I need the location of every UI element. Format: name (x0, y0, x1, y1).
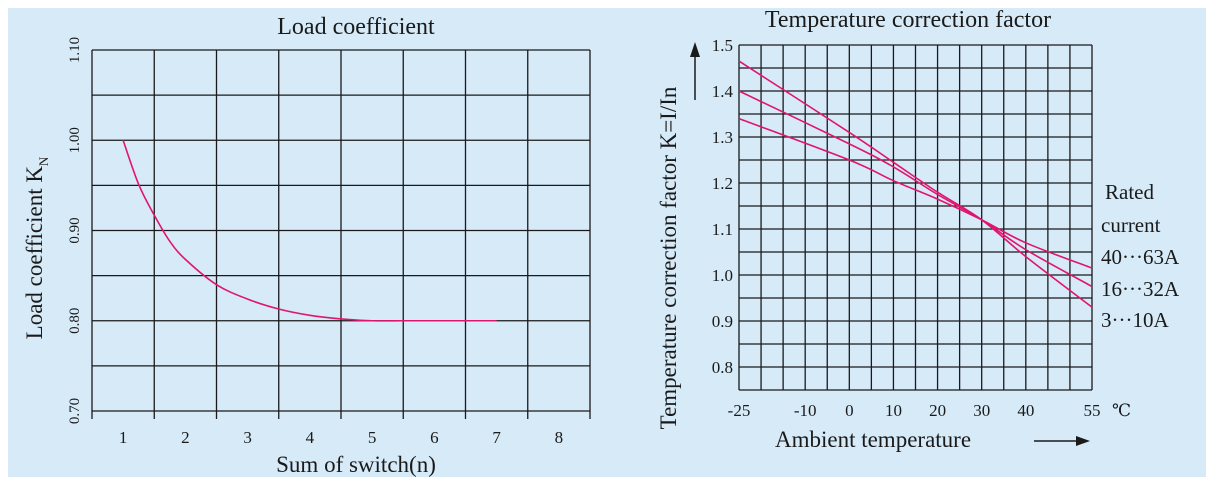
right-x-tick-label: 30 (973, 401, 990, 420)
right-y-tick-label: 0.8 (712, 358, 733, 377)
right-x-tick-label: 55 (1084, 401, 1101, 420)
temperature-correction-chart: Temperature correction factor -25 -10 0 10 2… (656, 7, 1180, 452)
right-x-tick-label: 0 (845, 401, 854, 420)
right-y-axis-label: Temperature correction factor K=I/In (656, 86, 681, 429)
left-x-tick-label: 1 (119, 428, 128, 447)
right-x-tick-label: 10 (885, 401, 902, 420)
temperature-curve-3 (738, 60, 1093, 308)
left-chart-title: Load coefficient (277, 14, 435, 40)
figure-panel (8, 8, 1206, 477)
temperature-curve-1 (738, 117, 1093, 269)
left-x-tick-label: 7 (492, 428, 501, 447)
legend-entry-3-10a: 3···10A (1101, 308, 1169, 332)
legend-title-line-2: current (1101, 213, 1161, 237)
left-x-tick-label: 8 (555, 428, 564, 447)
left-y-tick-label: 1.00 (67, 127, 83, 153)
right-x-tick-label: 40 (1017, 401, 1034, 420)
load-coefficient-chart: Load coefficient 1 2 3 4 5 6 7 8 0.70 0.80 0.90 1.… (22, 14, 591, 477)
left-curve-group (122, 139, 497, 322)
right-x-tick-labels: -25 -10 0 10 20 30 40 55 (728, 401, 1101, 420)
right-y-tick-label: 1.0 (712, 266, 733, 285)
legend-entry-40-63a: 40···63A (1101, 245, 1180, 269)
left-y-axis-label: Load coefficient KN (22, 156, 51, 339)
x-axis-arrow (1034, 436, 1090, 446)
right-y-tick-label: 0.9 (712, 312, 733, 331)
left-y-tick-labels: 0.70 0.80 0.90 1.00 1.10 (67, 37, 83, 424)
left-y-tick-label: 0.90 (67, 217, 83, 243)
left-grid (91, 49, 591, 419)
left-x-tick-labels: 1 2 3 4 5 6 7 8 (119, 428, 563, 447)
left-x-tick-label: 3 (243, 428, 252, 447)
right-chart-title: Temperature correction factor (765, 7, 1051, 33)
right-y-tick-label: 1.1 (712, 220, 733, 239)
legend-title-line-1: Rated (1105, 180, 1154, 204)
right-y-tick-label: 1.2 (712, 174, 733, 193)
right-grid (738, 44, 1093, 391)
left-x-tick-label: 5 (368, 428, 377, 447)
right-y-tick-labels: 0.8 0.9 1.0 1.1 1.2 1.3 1.4 1.5 (712, 36, 734, 377)
left-x-tick-label: 4 (306, 428, 315, 447)
right-x-axis-label: Ambient temperature (775, 427, 971, 452)
right-curve-group (738, 60, 1093, 308)
left-y-axis-label-main: Load coefficient K (22, 166, 47, 340)
right-x-tick-label: -25 (728, 401, 751, 420)
left-y-axis-label-sub: N (36, 156, 51, 166)
right-y-tick-label: 1.3 (712, 128, 733, 147)
load-coefficient-curve (122, 139, 497, 322)
right-x-tick-label: 20 (929, 401, 946, 420)
left-x-axis-label: Sum of switch(n) (276, 452, 436, 477)
right-y-tick-label: 1.5 (712, 36, 733, 55)
y-axis-arrow (690, 42, 700, 100)
right-y-tick-label: 1.4 (712, 82, 734, 101)
left-y-tick-label: 0.80 (67, 308, 83, 334)
right-x-tick-label: -10 (794, 401, 817, 420)
left-x-tick-label: 6 (430, 428, 439, 447)
rated-current-legend: Rated current 40···63A 16···32A 3···10A (1101, 180, 1180, 332)
left-x-tick-label: 2 (181, 428, 190, 447)
legend-entry-16-32a: 16···32A (1101, 277, 1180, 301)
right-x-unit: ℃ (1112, 401, 1131, 420)
left-y-tick-label: 0.70 (67, 398, 83, 424)
left-y-tick-label: 1.10 (67, 37, 83, 63)
temperature-curve-2 (738, 90, 1093, 288)
